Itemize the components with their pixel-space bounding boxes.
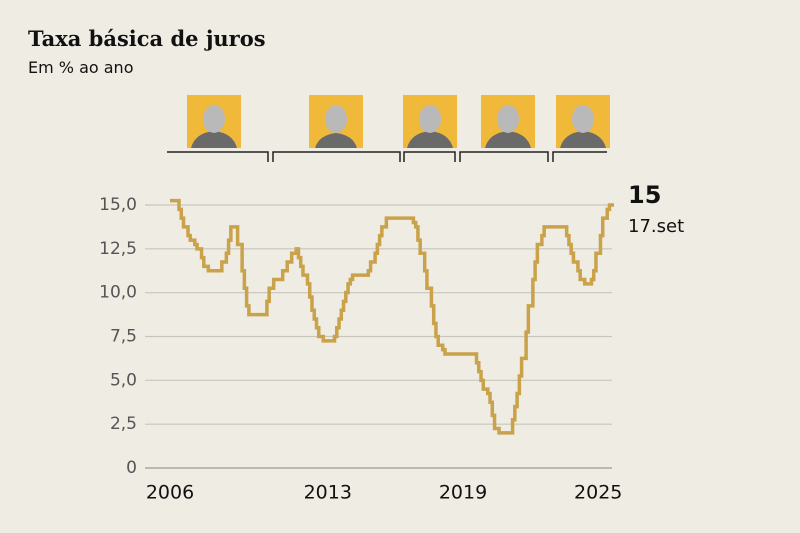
portraits bbox=[187, 95, 610, 148]
x-tick-label: 2025 bbox=[574, 482, 622, 504]
last-value-label: 15 bbox=[628, 181, 661, 209]
x-tick-label: 2013 bbox=[304, 482, 352, 504]
y-tick-label: 12,5 bbox=[99, 239, 137, 259]
x-tick-label: 2006 bbox=[146, 482, 194, 504]
y-tick-label: 5,0 bbox=[110, 370, 137, 390]
y-tick-label: 2,5 bbox=[110, 414, 137, 434]
term-brackets bbox=[167, 151, 607, 162]
y-tick-label: 10,0 bbox=[99, 283, 137, 303]
y-tick-label: 0 bbox=[126, 458, 137, 478]
plot-area: 0 2,5 5,0 7,5 10,0 12,5 15,0 2006 2013 2019 2025 bbox=[99, 195, 622, 504]
last-date-label: 17.set bbox=[628, 216, 684, 237]
chart-title: Taxa básica de juros bbox=[28, 26, 266, 51]
chart-subtitle: Em % ao ano bbox=[28, 58, 133, 77]
y-tick-label: 15,0 bbox=[99, 195, 137, 215]
x-tick-label: 2019 bbox=[439, 482, 487, 504]
y-tick-label: 7,5 bbox=[110, 327, 137, 347]
rate-line bbox=[170, 198, 614, 435]
